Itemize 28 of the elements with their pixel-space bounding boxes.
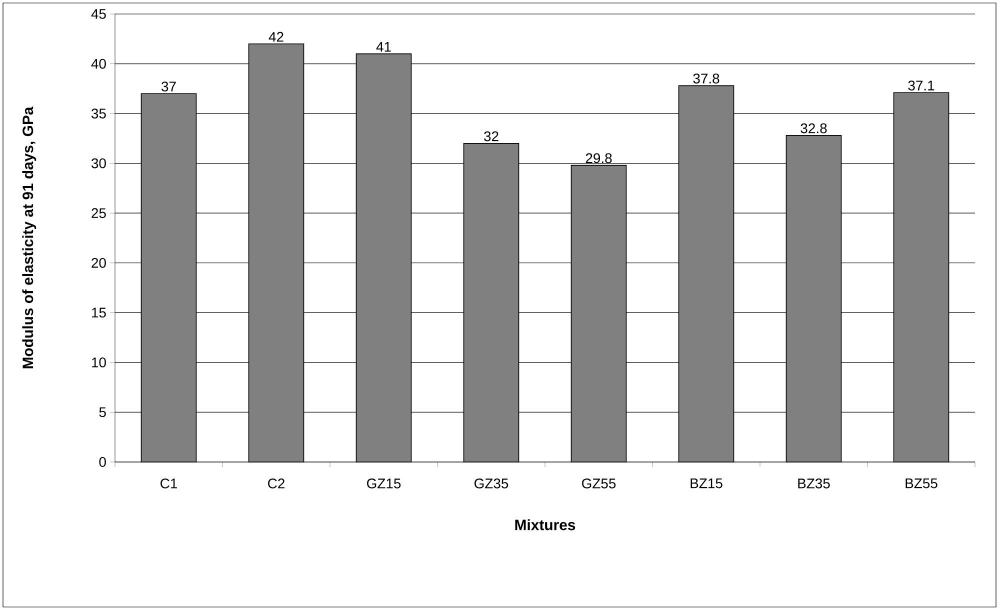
y-tick-label: 10 bbox=[92, 357, 106, 368]
y-tick-label: 35 bbox=[91, 108, 106, 118]
y-tick-label: 15 bbox=[92, 308, 106, 318]
y-tick-label: 40 bbox=[91, 58, 106, 69]
y-tick-label: 30 bbox=[91, 158, 106, 168]
x-tick-label: BZ35 bbox=[798, 478, 830, 488]
y-tick-label: 45 bbox=[91, 9, 106, 19]
data-label: 32 bbox=[484, 131, 498, 142]
x-tick-label: BZ15 bbox=[690, 478, 722, 488]
y-tick-label: 20 bbox=[92, 258, 106, 268]
y-tick-label: 0 bbox=[99, 457, 106, 467]
data-label: 42 bbox=[268, 32, 284, 42]
x-tick-label: GZ15 bbox=[367, 478, 401, 488]
x-tick-label: BZ55 bbox=[906, 478, 938, 488]
x-tick-label: GZ35 bbox=[474, 478, 508, 488]
y-tick-label: 5 bbox=[99, 407, 106, 418]
x-axis-title: Mixtures bbox=[515, 519, 576, 530]
data-label: 29.8 bbox=[586, 153, 612, 164]
y-axis-title: Modulus of elasticity at 91 days, GPa bbox=[22, 106, 36, 368]
data-label: 37 bbox=[162, 82, 176, 92]
x-tick-label: C1 bbox=[160, 478, 177, 488]
x-tick-label: GZ55 bbox=[582, 478, 616, 488]
data-label: 37.1 bbox=[908, 80, 934, 90]
data-label: 32.8 bbox=[800, 123, 827, 134]
data-label: 41 bbox=[376, 42, 391, 52]
data-label: 37.8 bbox=[693, 74, 720, 84]
y-tick-label: 25 bbox=[92, 208, 106, 218]
x-tick-label: C2 bbox=[268, 478, 284, 488]
